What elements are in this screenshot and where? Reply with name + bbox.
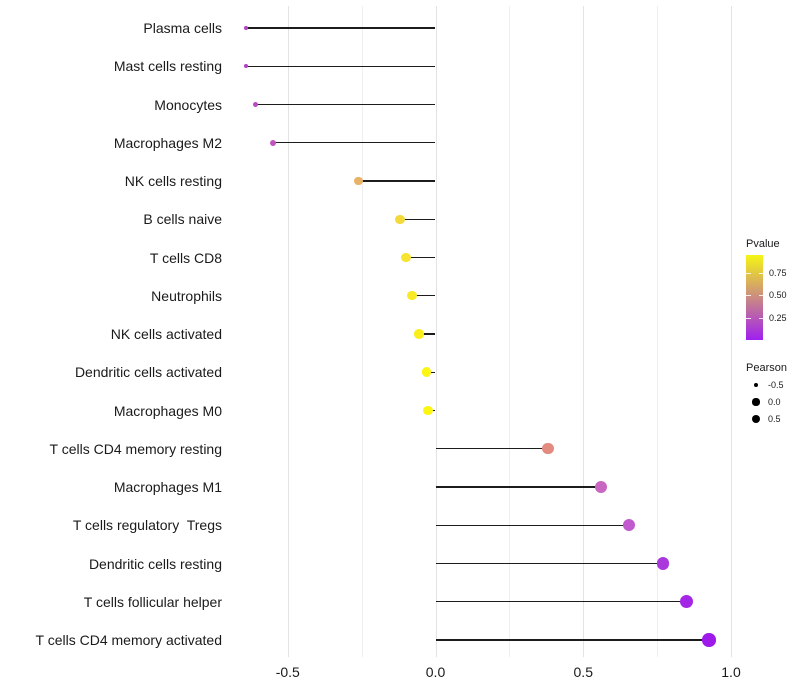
- lollipop-dot: [395, 214, 405, 224]
- major-gridline: [731, 6, 732, 657]
- lollipop-stick: [426, 371, 436, 373]
- category-label: T cells CD8: [149, 249, 222, 266]
- size-legend-label: -0.5: [768, 380, 784, 390]
- lollipop-stick: [435, 639, 709, 641]
- lollipop-dot: [244, 25, 249, 31]
- category-label: Dendritic cells resting: [88, 555, 222, 572]
- lollipop-stick: [435, 524, 630, 526]
- colorbar-tick: [758, 317, 763, 319]
- x-tick-label: -0.5: [275, 664, 300, 680]
- category-label: NK cells resting: [124, 173, 222, 189]
- lollipop-dot: [414, 329, 425, 339]
- lollipop-stick: [435, 486, 601, 488]
- lollipop-dot: [244, 64, 249, 69]
- lollipop-stick: [272, 142, 436, 144]
- pearson-legend-title: Pearson: [746, 362, 787, 374]
- lollipop-dot: [407, 291, 417, 301]
- size-legend-dot: [752, 398, 760, 406]
- lollipop-stick: [435, 448, 548, 450]
- lollipop-dot: [401, 252, 411, 263]
- lollipop-dot: [252, 101, 258, 108]
- colorbar-tick: [758, 272, 763, 274]
- x-tick-label: 0.5: [573, 664, 593, 680]
- colorbar-tick: [746, 295, 751, 297]
- lollipop-dot: [680, 595, 694, 609]
- category-label: B cells naive: [143, 211, 222, 228]
- category-label: Macrophages M1: [113, 479, 222, 495]
- category-label: Plasma cells: [143, 20, 222, 36]
- lollipop-dot: [423, 405, 433, 416]
- size-legend-dot: [753, 382, 759, 388]
- minor-gridline: [657, 6, 659, 657]
- lollipop-dot: [269, 139, 276, 146]
- category-label: Macrophages M0: [113, 402, 222, 419]
- lollipop-stick: [246, 65, 436, 67]
- lollipop-dot: [622, 518, 636, 532]
- colorbar-tick-label: 0.75: [769, 267, 787, 278]
- x-tick-label: 0.0: [425, 664, 446, 680]
- lollipop-dot: [542, 442, 554, 455]
- lollipop-stick: [246, 27, 436, 29]
- lollipop-dot: [594, 480, 608, 494]
- size-legend-dot: [751, 414, 761, 424]
- category-label: Macrophages M2: [113, 134, 222, 151]
- size-legend-label: 0.5: [768, 414, 781, 424]
- lollipop-stick: [405, 256, 436, 259]
- lollipop-dot: [354, 176, 363, 186]
- lollipop-stick: [419, 333, 436, 335]
- category-label: Neutrophils: [151, 287, 222, 304]
- lollipop-dot: [421, 367, 432, 378]
- colorbar-tick-label: 0.50: [769, 290, 787, 301]
- lollipop-stick: [358, 180, 436, 182]
- pvalue-legend-title: Pvalue: [746, 238, 780, 250]
- lollipop-stick: [400, 218, 436, 220]
- lollipop-stick: [255, 103, 436, 106]
- major-gridline: [287, 6, 289, 657]
- colorbar-tick: [746, 317, 751, 319]
- size-legend-label: 0.0: [768, 397, 781, 407]
- category-label: T cells follicular helper: [83, 593, 222, 610]
- minor-gridline: [361, 6, 363, 657]
- colorbar-tick: [746, 272, 751, 274]
- lollipop-stick: [435, 601, 687, 603]
- lollipop-dot: [702, 633, 716, 647]
- major-gridline: [583, 6, 585, 657]
- category-label: Dendritic cells activated: [74, 364, 222, 381]
- lollipop-stick: [411, 295, 436, 297]
- category-label: T cells CD4 memory activated: [35, 632, 222, 648]
- minor-gridline: [509, 6, 511, 657]
- colorbar-tick-label: 0.25: [769, 312, 787, 323]
- lollipop-stick: [435, 562, 664, 565]
- x-tick-label: 1.0: [721, 664, 741, 680]
- lollipop-dot: [656, 557, 670, 570]
- category-label: Monocytes: [154, 96, 222, 113]
- colorbar-tick: [758, 295, 763, 297]
- category-label: NK cells activated: [110, 326, 222, 342]
- pvalue-colorbar: [746, 255, 763, 340]
- category-label: T cells regulatory Tregs: [72, 517, 222, 534]
- major-gridline: [435, 6, 437, 657]
- category-label: T cells CD4 memory resting: [49, 440, 222, 457]
- category-label: Mast cells resting: [113, 58, 222, 75]
